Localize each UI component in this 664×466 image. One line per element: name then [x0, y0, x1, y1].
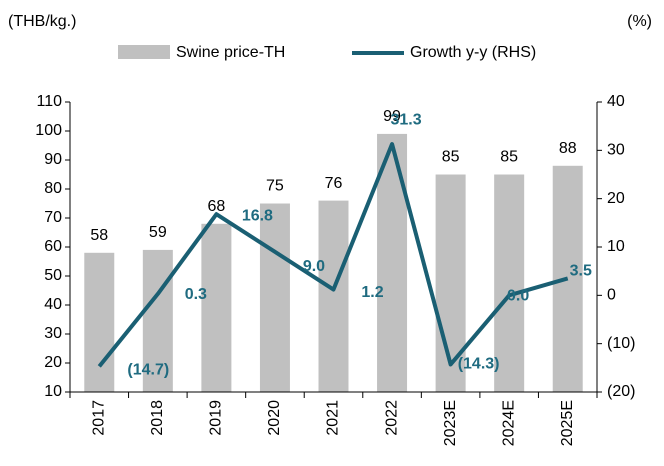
y-tick-label: 110 [36, 93, 62, 110]
bar-value-label: 59 [149, 224, 167, 241]
y-unit: (THB/kg.) [8, 13, 76, 30]
line-value-label: (14.3) [458, 356, 500, 373]
bar-value-label: 85 [442, 149, 460, 166]
y2-tick-label: (20) [607, 383, 635, 400]
y-tick-label: 10 [44, 383, 62, 400]
line-value-label: (14.7) [127, 362, 169, 379]
y2-unit: (%) [627, 13, 652, 30]
line-value-label: 0.3 [185, 286, 207, 303]
line-value-label: 3.5 [570, 263, 592, 280]
x-tick-label: 2024E [500, 400, 517, 446]
line-value-label: 31.3 [390, 111, 421, 128]
legend-label: Swine price-TH [176, 44, 285, 61]
bar-value-label: 85 [500, 149, 518, 166]
y2-tick-label: 20 [607, 190, 625, 207]
y2-tick-label: 10 [607, 238, 625, 255]
x-tick-label: 2017 [90, 400, 107, 436]
y2-tick-label: 30 [607, 142, 625, 159]
line-value-label: 16.8 [242, 207, 273, 224]
bar-value-label: 76 [325, 175, 343, 192]
bar-value-label: 68 [207, 198, 225, 215]
y2-tick-label: (10) [607, 335, 635, 352]
bar [201, 223, 232, 392]
line-value-label: 1.2 [361, 284, 383, 301]
y-tick-label: 90 [44, 151, 62, 168]
bar [318, 200, 349, 392]
y-tick-label: 50 [44, 267, 62, 284]
bar-value-label: 99 [383, 108, 401, 125]
x-tick-label: 2022 [383, 400, 400, 436]
y2-tick-label: 0 [607, 287, 616, 304]
bar [494, 174, 525, 392]
bar-value-label: 58 [90, 227, 108, 244]
y-tick-label: 100 [35, 122, 62, 139]
bar-value-label: 88 [559, 140, 577, 157]
y-tick-label: 80 [44, 180, 62, 197]
bar-value-label: 75 [266, 178, 284, 195]
y-tick-label: 60 [44, 238, 62, 255]
x-tick-label: 2018 [149, 400, 166, 436]
growth-line [97, 142, 569, 368]
bar [142, 249, 173, 392]
legend-swatch [118, 45, 170, 59]
y-tick-label: 40 [44, 296, 62, 313]
x-tick-label: 2020 [266, 400, 283, 436]
x-tick-label: 2023E [442, 400, 459, 446]
y-tick-label: 70 [44, 209, 62, 226]
y-tick-label: 30 [44, 325, 62, 342]
y2-tick-label: 40 [607, 93, 625, 110]
line-value-label: 9.0 [303, 258, 325, 275]
bar [259, 203, 290, 392]
y-tick-label: 20 [44, 354, 62, 371]
bar [84, 252, 115, 392]
x-tick-label: 2021 [325, 400, 342, 436]
x-tick-label: 2019 [208, 400, 225, 436]
line-value-label: 0.0 [507, 288, 529, 305]
bar [435, 174, 466, 392]
legend-label: Growth y-y (RHS) [410, 44, 536, 61]
x-tick-label: 2025E [559, 400, 576, 446]
